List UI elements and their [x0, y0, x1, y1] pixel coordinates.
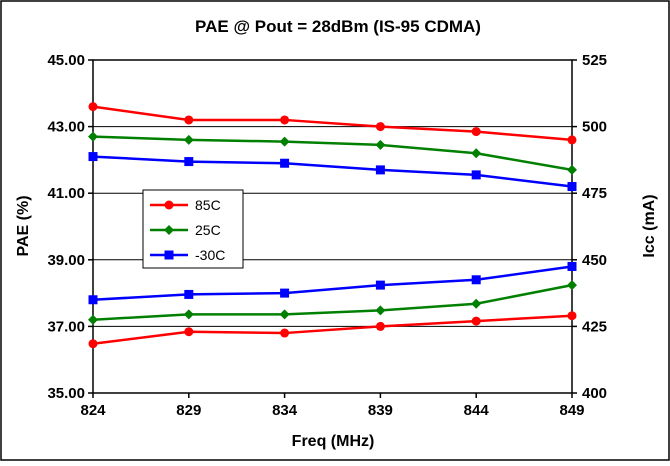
x-axis-title: Freq (MHz) — [292, 433, 375, 450]
series-right-3 — [88, 311, 577, 349]
data-point — [183, 134, 194, 145]
series-line — [92, 265, 573, 302]
legend-swatch-marker — [164, 250, 174, 260]
legend-label: -30C — [195, 247, 225, 263]
y-left-tick-label: 45.00 — [47, 52, 85, 69]
series-line — [92, 155, 573, 188]
data-point — [375, 305, 386, 316]
data-point — [567, 311, 577, 321]
data-point — [471, 170, 481, 180]
series-line — [92, 105, 573, 142]
data-point — [184, 115, 194, 125]
data-point — [375, 122, 385, 132]
x-tick-label: 839 — [368, 402, 393, 419]
series-left-1 — [88, 131, 577, 175]
y-right-tick-label: 475 — [582, 185, 607, 202]
series-line — [92, 283, 573, 321]
data-point — [88, 339, 98, 349]
x-tick-label: 849 — [559, 402, 584, 419]
legend-label: 25C — [195, 222, 221, 238]
data-point — [567, 135, 577, 145]
y-right-tick-label: 425 — [582, 318, 607, 335]
x-tick-label: 834 — [272, 402, 298, 419]
data-point — [184, 157, 194, 167]
series-right-5 — [88, 261, 577, 305]
legend-swatch-marker — [164, 225, 174, 235]
data-point — [184, 289, 194, 299]
data-point — [88, 295, 98, 305]
data-point — [567, 280, 577, 291]
data-point — [280, 158, 290, 168]
y-left-tick-label: 37.00 — [47, 318, 85, 335]
data-point — [471, 316, 481, 326]
data-point — [471, 298, 482, 309]
series-left-0 — [88, 102, 577, 145]
data-point — [567, 164, 577, 175]
data-point — [280, 115, 290, 125]
y-axis-left-title: PAE (%) — [15, 195, 32, 256]
series-left-2 — [88, 152, 577, 192]
series-line — [92, 314, 573, 345]
y-right-tick-label: 400 — [582, 385, 607, 402]
series-lines — [88, 102, 577, 349]
data-point — [88, 102, 98, 112]
data-point — [183, 309, 194, 320]
y-axis-right-title: Icc (mA) — [641, 194, 658, 257]
chart-title: PAE @ Pout = 28dBm (IS-95 CDMA) — [195, 17, 481, 36]
data-point — [375, 165, 385, 175]
data-point — [280, 328, 290, 338]
legend: 85C 25C -30C — [142, 189, 244, 269]
data-point — [279, 309, 290, 320]
y-left-tick-label: 35.00 — [47, 385, 85, 402]
y-left-tick-label: 41.00 — [47, 185, 85, 202]
data-point — [567, 261, 577, 271]
x-tick-label: 844 — [464, 402, 490, 419]
legend-label: 85C — [195, 197, 221, 213]
axis-ticks: 35.00 37.00 39.00 41.00 43.00 45.00 400 425 450 4… — [47, 52, 607, 419]
data-point — [280, 288, 290, 298]
y-left-tick-label: 43.00 — [47, 119, 85, 136]
data-point — [567, 182, 577, 192]
y-left-tick-label: 39.00 — [47, 252, 85, 269]
y-right-tick-label: 500 — [582, 119, 607, 136]
y-right-tick-label: 525 — [582, 52, 607, 69]
data-point — [88, 314, 98, 325]
data-point — [88, 131, 98, 142]
series-right-4 — [88, 280, 577, 325]
data-point — [471, 127, 481, 137]
legend-swatch-marker — [164, 200, 174, 210]
data-point — [375, 321, 385, 331]
x-tick-label: 829 — [176, 402, 201, 419]
data-point — [279, 136, 290, 147]
data-point — [375, 139, 386, 150]
data-point — [375, 280, 385, 290]
data-point — [184, 327, 194, 337]
plot-area — [92, 59, 573, 394]
series-line — [92, 135, 573, 172]
data-point — [471, 275, 481, 285]
data-point — [471, 148, 482, 159]
x-tick-label: 824 — [80, 402, 106, 419]
y-right-tick-label: 450 — [582, 252, 607, 269]
data-point — [88, 152, 98, 162]
